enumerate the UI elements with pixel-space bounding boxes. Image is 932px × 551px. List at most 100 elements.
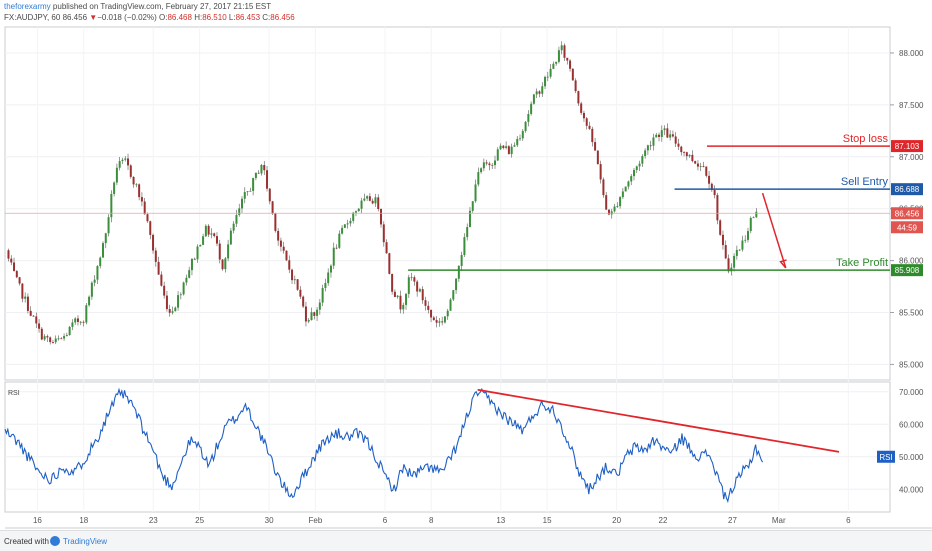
candle-body bbox=[683, 152, 686, 153]
candle-body bbox=[252, 177, 255, 191]
candle-body bbox=[521, 130, 524, 139]
candle-body bbox=[24, 296, 27, 299]
candle-body bbox=[699, 166, 702, 167]
candle-body bbox=[296, 279, 299, 290]
candle-body bbox=[688, 154, 691, 157]
level-badge-label-1: 86.688 bbox=[895, 185, 920, 194]
candle-body bbox=[304, 306, 307, 322]
candle-body bbox=[329, 265, 332, 273]
rsi-panel-label: RSI bbox=[8, 390, 20, 397]
candle-body bbox=[599, 164, 602, 180]
candle-body bbox=[510, 146, 513, 155]
candle-body bbox=[493, 160, 496, 166]
candle-body bbox=[135, 184, 138, 186]
rsi-tick-label: 50.000 bbox=[899, 453, 924, 462]
candle-body bbox=[696, 163, 699, 167]
candle-body bbox=[352, 212, 355, 221]
candle-body bbox=[154, 250, 157, 262]
candle-body bbox=[527, 113, 530, 122]
candle-body bbox=[660, 130, 663, 137]
candle-body bbox=[18, 277, 21, 284]
time-tick-label: Feb bbox=[309, 516, 323, 525]
publish-line: theforexarmy published on TradingView.co… bbox=[4, 2, 271, 11]
candle-body bbox=[138, 184, 141, 198]
candle-body bbox=[188, 270, 191, 278]
candle-body bbox=[221, 259, 224, 270]
candle-body bbox=[29, 310, 32, 316]
candle-body bbox=[452, 290, 455, 300]
candle-body bbox=[594, 142, 597, 151]
price-tick-label: 88.000 bbox=[899, 49, 924, 58]
candle-body bbox=[215, 236, 218, 244]
candle-body bbox=[257, 172, 260, 174]
candle-body bbox=[57, 338, 60, 340]
candle-body bbox=[719, 220, 722, 235]
candle-body bbox=[438, 321, 441, 323]
candle-body bbox=[335, 247, 338, 249]
candle-body bbox=[366, 196, 369, 199]
tradingview-logo-icon bbox=[50, 536, 60, 546]
time-tick-label: 8 bbox=[429, 516, 434, 525]
candle-body bbox=[513, 145, 516, 147]
candle-body bbox=[235, 215, 238, 224]
candle-body bbox=[602, 179, 605, 196]
time-tick-label: 15 bbox=[543, 516, 552, 525]
candle-body bbox=[619, 197, 622, 207]
candle-body bbox=[160, 274, 163, 286]
candle-body bbox=[441, 321, 444, 323]
candle-body bbox=[577, 91, 580, 104]
candle-body bbox=[616, 206, 619, 207]
candle-body bbox=[54, 338, 57, 343]
candle-body bbox=[638, 163, 641, 167]
chart-canvas[interactable]: 85.00085.50086.00086.50087.00087.50088.0… bbox=[0, 0, 932, 530]
symbol: FX:AUDJPY, 60 bbox=[4, 13, 61, 22]
candle-body bbox=[118, 161, 121, 168]
candle-body bbox=[716, 195, 719, 221]
candle-body bbox=[68, 326, 71, 336]
candle-body bbox=[749, 217, 752, 232]
candle-body bbox=[349, 220, 352, 224]
candle-body bbox=[316, 309, 319, 316]
candle-body bbox=[60, 338, 63, 340]
level-badge-label-2: 85.908 bbox=[895, 266, 920, 275]
low-value: 86.453 bbox=[235, 13, 261, 22]
candle-body bbox=[168, 309, 171, 313]
footer: Created with TradingView bbox=[0, 530, 932, 551]
candle-body bbox=[341, 227, 344, 234]
candle-body bbox=[388, 253, 391, 274]
candle-body bbox=[727, 258, 730, 272]
candle-body bbox=[26, 296, 29, 311]
candles bbox=[7, 41, 758, 345]
candle-body bbox=[65, 335, 68, 337]
candle-body bbox=[202, 236, 205, 245]
candle-body bbox=[193, 258, 196, 260]
candle-body bbox=[596, 150, 599, 165]
candle-body bbox=[21, 283, 24, 299]
high-label: H: bbox=[194, 13, 203, 22]
candle-body bbox=[502, 145, 505, 148]
price-tick-label: 85.000 bbox=[899, 360, 924, 369]
candle-body bbox=[405, 293, 408, 305]
candle-body bbox=[76, 318, 79, 322]
last-price-badge-label: 86.456 bbox=[895, 209, 920, 218]
candle-body bbox=[607, 209, 610, 215]
candle-body bbox=[641, 156, 644, 164]
candle-body bbox=[691, 154, 694, 162]
candle-body bbox=[282, 246, 285, 251]
candle-body bbox=[313, 312, 316, 316]
time-tick-label: Mar bbox=[772, 516, 786, 525]
candle-body bbox=[149, 221, 152, 235]
candle-body bbox=[279, 240, 282, 247]
close-value: 86.456 bbox=[270, 13, 295, 22]
candle-body bbox=[88, 296, 91, 306]
candle-body bbox=[735, 250, 738, 256]
candle-body bbox=[140, 197, 143, 202]
candle-body bbox=[624, 186, 627, 192]
candle-body bbox=[13, 262, 16, 272]
candle-body bbox=[407, 277, 410, 294]
tradingview-link[interactable]: TradingView bbox=[63, 537, 108, 546]
level-badge-0 bbox=[891, 140, 923, 153]
candle-body bbox=[644, 150, 647, 157]
author-link[interactable]: theforexarmy bbox=[4, 2, 51, 11]
candle-body bbox=[285, 250, 288, 261]
